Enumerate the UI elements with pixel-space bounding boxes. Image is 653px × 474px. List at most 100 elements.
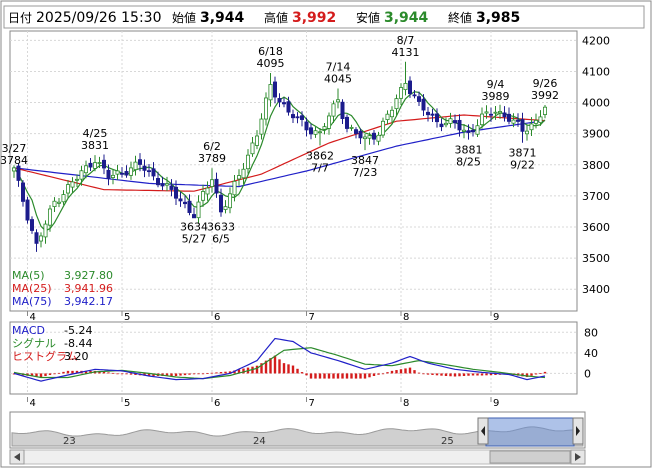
macd-hist-bar [494, 373, 497, 375]
navigator-label-23: 23 [63, 436, 76, 447]
candle-body [133, 161, 138, 170]
macd-hist-bar [539, 373, 542, 374]
candle-body [142, 165, 147, 171]
macd-hist-bar [188, 373, 191, 375]
candle-body [398, 87, 403, 99]
macd-hist-bar [84, 370, 88, 374]
macd-hist-bar [120, 373, 124, 375]
navigator-right-handle[interactable] [572, 417, 584, 445]
macd-hist-bar [174, 373, 178, 376]
price-month-axis: 4 5 6 7 8 9 [27, 311, 499, 323]
candle-body [61, 194, 66, 203]
candle-body [254, 135, 259, 146]
macd-hist-bar [417, 372, 421, 374]
annotation-date: 6/18 [258, 45, 283, 58]
macd-hist-bar [543, 371, 547, 374]
scroll-right-icon [575, 453, 581, 461]
annotation-value: 3862 [306, 149, 334, 162]
navigator-left-handle[interactable] [477, 417, 489, 445]
macd-hist-bar [381, 373, 385, 375]
macd-hist-bar [125, 373, 128, 375]
candle-body [151, 168, 156, 177]
scroll-left-button[interactable] [9, 449, 25, 465]
macd-hist-bar [107, 372, 110, 374]
candle-body [115, 170, 120, 175]
macd-hist-bar [183, 373, 187, 376]
candle-body [331, 103, 336, 117]
candle-body [520, 119, 525, 132]
macd-hist-bar [278, 359, 281, 374]
macd-hist-bar [219, 372, 223, 374]
macd-hist-bar [336, 373, 340, 379]
scroll-controls[interactable] [9, 449, 586, 465]
macd-hist-bar [377, 373, 380, 375]
macd-hist-bar [426, 373, 430, 375]
macd-hist-bar [318, 373, 322, 379]
candle-body [169, 185, 174, 190]
annotation-date: 9/4 [487, 78, 505, 91]
macd-hist-bar [314, 373, 317, 379]
signal-legend-value: -8.44 [64, 337, 92, 350]
macd-hist-bar [129, 373, 133, 375]
candle-body [218, 194, 223, 213]
y-tick-label: 3600 [582, 221, 610, 234]
candle-body [250, 142, 255, 155]
range-navigator[interactable]: 23 24 25 [9, 411, 586, 449]
candle-body [187, 200, 192, 213]
candle-body [317, 131, 322, 134]
macd-hist-bar [44, 373, 47, 376]
candle-body [362, 136, 367, 140]
candle-body [525, 130, 530, 135]
open-value: 3,944 [200, 10, 245, 26]
annotation-value: 3881 [455, 144, 483, 157]
ma75-legend-label: MA(75) [12, 295, 52, 308]
macd-hist-bar [453, 373, 457, 377]
date-label: 日付 [8, 11, 32, 25]
candle-body [493, 111, 498, 114]
macd-hist-bar [269, 358, 272, 374]
signal-line-layer [13, 347, 546, 380]
candle-body [403, 83, 408, 90]
candle-body [259, 118, 264, 135]
candle-body [376, 134, 381, 142]
macd-hist-bar [476, 373, 479, 376]
scroll-right-button[interactable] [570, 449, 586, 465]
macd-hist-bar [327, 373, 331, 379]
candle-body [466, 130, 471, 133]
macd-tick-label: 40 [584, 347, 598, 360]
macd-hist-bar [165, 373, 169, 376]
macd-hist-bar [66, 370, 70, 374]
candle-body [124, 171, 129, 176]
macd-hist-bar [201, 373, 205, 375]
candle-body [461, 129, 466, 132]
candle-body [137, 159, 142, 165]
macd-hist-bar [354, 373, 358, 379]
macd-month-axis: 4 5 6 7 8 9 [27, 397, 499, 409]
candle-body [506, 113, 511, 122]
navigator-label-24: 24 [253, 436, 266, 447]
candle-body [308, 127, 313, 135]
macd-hist-bar [363, 373, 367, 379]
macd-hist-bar [228, 371, 232, 374]
candle-body [106, 169, 111, 179]
macd-hist-bar [255, 365, 259, 374]
candle-body [412, 94, 417, 97]
navigator-selection[interactable] [485, 417, 575, 447]
macd-legend-value: -5.24 [64, 324, 92, 337]
annotation-value: 3989 [482, 90, 510, 103]
candle-body [84, 165, 89, 174]
candle-body [516, 119, 521, 122]
ma75-line-layer [13, 120, 546, 188]
candle-body [173, 186, 178, 199]
macd-legend-label: MACD [12, 324, 45, 337]
annotation-value: 3789 [198, 152, 226, 165]
macd-hist-bar [111, 372, 115, 374]
candle-body [227, 193, 232, 209]
macd-hist-bar [287, 364, 290, 374]
scrollbar-thumb[interactable] [489, 450, 571, 464]
candle-body [209, 179, 214, 187]
ma5-legend-value: 3,927.80 [64, 269, 113, 282]
candle-body [335, 99, 340, 103]
candle-body [70, 181, 75, 188]
